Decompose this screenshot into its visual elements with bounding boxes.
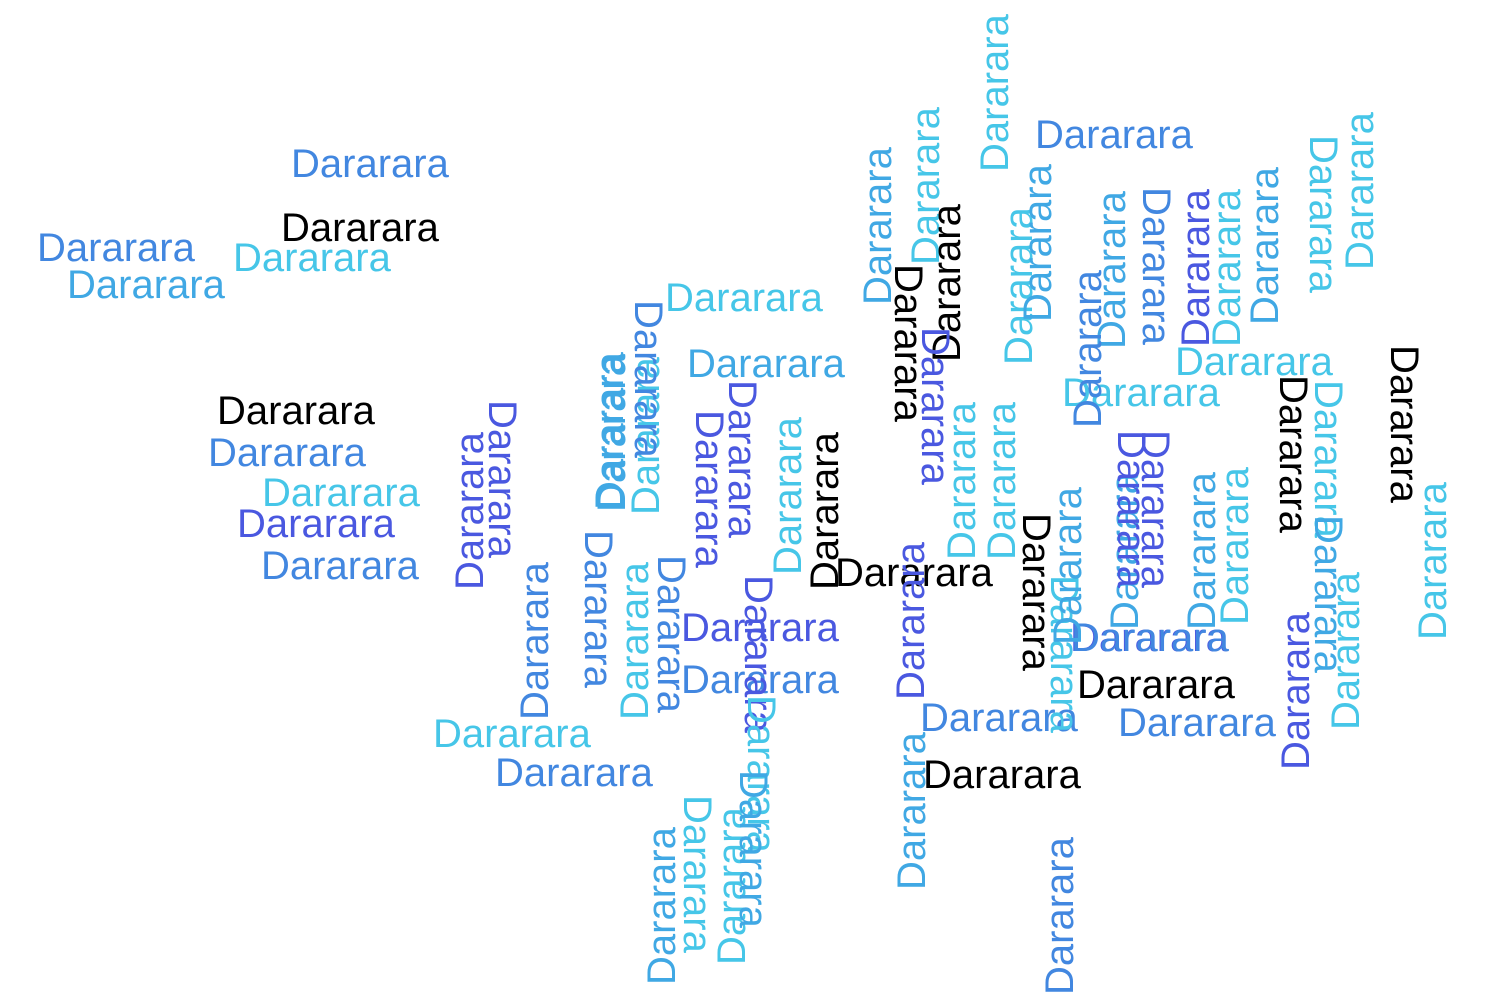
cloud-word: Dararara — [1118, 701, 1277, 745]
cloud-word: Dararara — [1042, 575, 1086, 734]
cloud-word: Dararara — [1066, 269, 1110, 428]
cloud-word: Dararara — [1016, 163, 1060, 322]
cloud-word: Dararara — [687, 410, 731, 569]
cloud-word: Dararara — [904, 106, 948, 265]
cloud-word: Dararara — [835, 551, 994, 595]
cloud-word: Dararara — [1134, 187, 1178, 346]
cloud-word: Dararara — [1070, 616, 1229, 660]
cloud-word: Dararara — [720, 380, 764, 539]
cloud-word: Dararara — [687, 342, 846, 386]
cloud-word: Dararara — [889, 541, 933, 700]
cloud-word: Dararara — [281, 206, 440, 250]
cloud-word: Dararara — [624, 356, 668, 515]
cloud-word: Dararara — [1109, 430, 1153, 589]
cloud-word: Dararara — [626, 300, 670, 459]
cloud-word: Dararara — [1271, 375, 1315, 534]
cloud-word: Dararara — [710, 806, 754, 965]
cloud-word: Dararara — [1274, 611, 1318, 770]
cloud-word: Dararara — [803, 431, 847, 590]
cloud-word: Dararara — [923, 753, 1082, 797]
cloud-word: Dararara — [886, 264, 930, 423]
cloud-word: Dararara — [1090, 190, 1134, 349]
cloud-word: Dararara — [731, 770, 775, 929]
cloud-word: Dararara — [590, 353, 634, 512]
cloud-word: Dararara — [1014, 513, 1058, 672]
cloud-word: Dararara — [1338, 111, 1382, 270]
cloud-word: Dararara — [1133, 430, 1177, 589]
cloud-word: Dararara — [1382, 345, 1426, 504]
cloud-word: Dararara — [1180, 471, 1224, 630]
cloud-word: Dararara — [448, 431, 492, 590]
cloud-word: Dararara — [208, 431, 367, 475]
cloud-word: Dararara — [980, 401, 1024, 560]
cloud-word: Dararara — [920, 696, 1079, 740]
cloud-word: Dararara — [576, 530, 620, 689]
cloud-word: Dararara — [1174, 188, 1218, 347]
cloud-word: Dararara — [997, 206, 1041, 365]
cloud-word: Dararara — [1046, 486, 1090, 645]
cloud-word: Dararara — [217, 389, 376, 433]
cloud-word: Dararara — [973, 13, 1017, 172]
cloud-word: Dararara — [681, 606, 840, 650]
cloud-word: Dararara — [1213, 466, 1257, 625]
cloud-word: Dararara — [480, 400, 524, 559]
cloud-word: Dararara — [1103, 471, 1147, 630]
cloud-word: Dararara — [237, 502, 396, 546]
cloud-word: Dararara — [67, 263, 226, 307]
cloud-word: Dararara — [640, 826, 684, 985]
cloud-word: Dararara — [1205, 188, 1249, 347]
cloud-word: Dararara — [1411, 481, 1455, 640]
cloud-word: Dararara — [1301, 135, 1345, 294]
cloud-word: Dararara — [1243, 166, 1287, 325]
cloud-word: Dararara — [766, 416, 810, 575]
cloud-word: Dararara — [856, 146, 900, 305]
cloud-word: Dararara — [1062, 371, 1221, 415]
cloud-word: Dararara — [649, 555, 693, 714]
cloud-word: Dararara — [513, 561, 557, 720]
cloud-word: Dararara — [1035, 113, 1194, 157]
cloud-word: Dararara — [681, 658, 840, 702]
cloud-word: Dararara — [739, 695, 783, 854]
cloud-word: Dararara — [1306, 515, 1350, 674]
cloud-word: Dararara — [925, 203, 969, 362]
cloud-word: Dararara — [736, 575, 780, 734]
cloud-word: Dararara — [262, 471, 421, 515]
cloud-word: Dararara — [588, 351, 632, 510]
cloud-word: Dararara — [675, 795, 719, 954]
cloud-word: Dararara — [1071, 616, 1230, 660]
cloud-word: Dararara — [233, 236, 392, 280]
cloud-word: Dararara — [665, 276, 824, 320]
cloud-word: Dararara — [1175, 340, 1334, 384]
cloud-word: Dararara — [1038, 836, 1082, 995]
cloud-word: Dararara — [433, 712, 592, 756]
cloud-word: Dararara — [613, 561, 657, 720]
cloud-word: Dararara — [261, 544, 420, 588]
cloud-word: Dararara — [37, 226, 196, 270]
cloud-word: Dararara — [890, 731, 934, 890]
cloud-word: Dararara — [913, 327, 957, 486]
cloud-word: Dararara — [1077, 663, 1236, 707]
cloud-word: Dararara — [291, 142, 450, 186]
cloud-word: Dararara — [1324, 571, 1368, 730]
cloud-word: Dararara — [1306, 380, 1350, 539]
cloud-word: Dararara — [940, 401, 984, 560]
cloud-word: Dararara — [495, 751, 654, 795]
